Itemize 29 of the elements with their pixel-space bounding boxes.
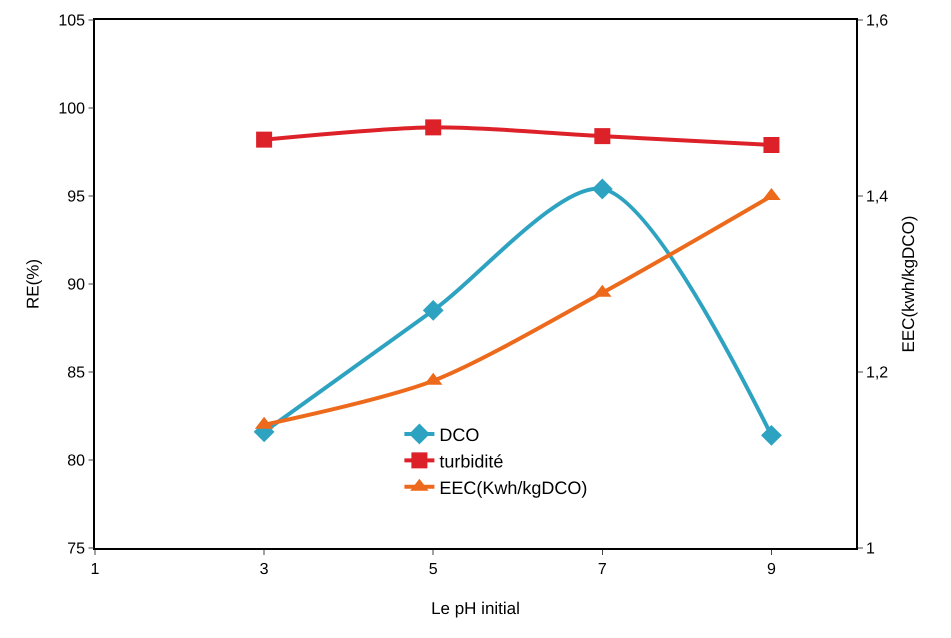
legend-label: EEC(Kwh/kgDCO) bbox=[439, 478, 588, 498]
y-axis-title: RE(%) bbox=[23, 258, 42, 310]
x-tick-label: 1 bbox=[90, 560, 100, 578]
x-tick-label: 5 bbox=[428, 560, 438, 578]
y2-tick-label: 1,6 bbox=[866, 12, 888, 30]
point bbox=[592, 178, 613, 200]
y2-axis-title: EEC(kwh/kgDCO) bbox=[899, 216, 918, 352]
y2-tick-label: 1,2 bbox=[866, 364, 888, 382]
point bbox=[425, 119, 442, 136]
point bbox=[763, 136, 780, 153]
y-tick-label: 90 bbox=[67, 276, 86, 294]
x-axis-title: Le pH initial bbox=[431, 598, 520, 618]
y-tick-label: 95 bbox=[67, 188, 86, 206]
point bbox=[761, 424, 782, 446]
x-tick-label: 9 bbox=[766, 560, 776, 578]
legend-label: DCO bbox=[439, 424, 480, 445]
y2-tick-label: 1,4 bbox=[866, 188, 888, 206]
x-tick-label: 7 bbox=[598, 560, 607, 578]
legend-label: turbidité bbox=[439, 451, 504, 472]
y2-tick-label: 1 bbox=[866, 540, 875, 558]
x-tick-label: 3 bbox=[260, 560, 269, 578]
y-tick-label: 75 bbox=[67, 540, 86, 558]
point bbox=[594, 128, 610, 144]
y-tick-label: 105 bbox=[58, 12, 86, 30]
y-tick-label: 100 bbox=[58, 100, 86, 118]
point bbox=[422, 300, 444, 321]
y-tick-label: 85 bbox=[67, 364, 86, 382]
point bbox=[256, 132, 272, 148]
y-tick-label: 80 bbox=[67, 452, 86, 470]
